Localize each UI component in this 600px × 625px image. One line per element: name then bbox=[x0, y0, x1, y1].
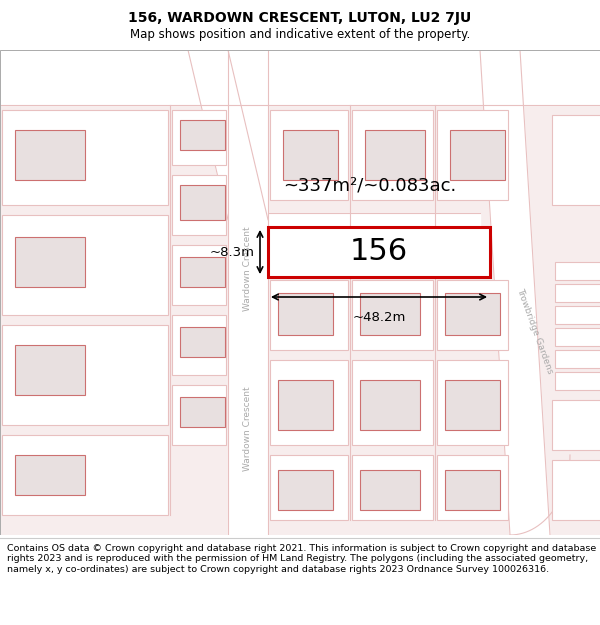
Bar bbox=[180, 397, 225, 427]
Bar bbox=[360, 293, 420, 335]
Bar bbox=[180, 185, 225, 220]
Bar bbox=[552, 115, 600, 205]
Bar bbox=[555, 350, 600, 368]
Bar bbox=[437, 280, 508, 350]
Text: ~337m²/~0.083ac.: ~337m²/~0.083ac. bbox=[283, 176, 456, 194]
Bar bbox=[172, 175, 226, 235]
Bar bbox=[228, 50, 268, 535]
Bar bbox=[555, 306, 600, 324]
Polygon shape bbox=[480, 50, 550, 535]
Bar bbox=[278, 380, 333, 430]
Bar bbox=[172, 315, 226, 375]
Bar bbox=[15, 237, 85, 287]
Bar bbox=[445, 293, 500, 335]
Bar bbox=[360, 380, 420, 430]
Bar bbox=[180, 120, 225, 150]
Bar bbox=[555, 262, 600, 280]
Bar bbox=[352, 280, 433, 350]
Text: 156: 156 bbox=[350, 238, 408, 266]
Bar bbox=[172, 245, 226, 305]
Text: Contains OS data © Crown copyright and database right 2021. This information is : Contains OS data © Crown copyright and d… bbox=[7, 544, 596, 574]
Bar bbox=[278, 293, 333, 335]
Bar bbox=[270, 280, 348, 350]
Bar bbox=[180, 327, 225, 357]
Text: Trowbridge Gardens: Trowbridge Gardens bbox=[515, 288, 554, 375]
Bar bbox=[445, 470, 500, 510]
Bar bbox=[437, 455, 508, 520]
Text: 156, WARDOWN CRESCENT, LUTON, LU2 7JU: 156, WARDOWN CRESCENT, LUTON, LU2 7JU bbox=[128, 11, 472, 25]
Bar bbox=[270, 110, 348, 200]
Text: ~48.2m: ~48.2m bbox=[352, 311, 406, 324]
Bar bbox=[352, 110, 433, 200]
Bar bbox=[555, 284, 600, 302]
Bar bbox=[2, 110, 168, 205]
Bar bbox=[437, 360, 508, 445]
Bar bbox=[2, 215, 168, 315]
Text: Wardown Crescent: Wardown Crescent bbox=[244, 386, 253, 471]
Bar bbox=[552, 400, 600, 450]
Bar bbox=[450, 130, 505, 180]
Bar bbox=[2, 435, 168, 515]
Bar bbox=[445, 380, 500, 430]
Text: Map shows position and indicative extent of the property.: Map shows position and indicative extent… bbox=[130, 28, 470, 41]
Bar bbox=[437, 110, 508, 200]
Polygon shape bbox=[153, 50, 268, 220]
Bar bbox=[15, 455, 85, 495]
Bar bbox=[180, 257, 225, 287]
Bar bbox=[270, 455, 348, 520]
Bar bbox=[15, 130, 85, 180]
Bar bbox=[360, 470, 420, 510]
Bar bbox=[278, 470, 333, 510]
Bar bbox=[2, 325, 168, 425]
Bar bbox=[552, 460, 600, 520]
Bar bbox=[270, 360, 348, 445]
Bar bbox=[555, 372, 600, 390]
Bar bbox=[365, 130, 425, 180]
Bar bbox=[0, 50, 600, 105]
Text: Wardown Crescent: Wardown Crescent bbox=[244, 226, 253, 311]
Text: ~8.3m: ~8.3m bbox=[210, 246, 255, 259]
Bar bbox=[268, 227, 490, 277]
Bar bbox=[352, 455, 433, 520]
Bar bbox=[283, 130, 338, 180]
Bar bbox=[268, 213, 480, 237]
Bar bbox=[15, 345, 85, 395]
Bar bbox=[352, 360, 433, 445]
Bar bbox=[555, 328, 600, 346]
Bar bbox=[172, 110, 226, 165]
Bar bbox=[172, 385, 226, 445]
